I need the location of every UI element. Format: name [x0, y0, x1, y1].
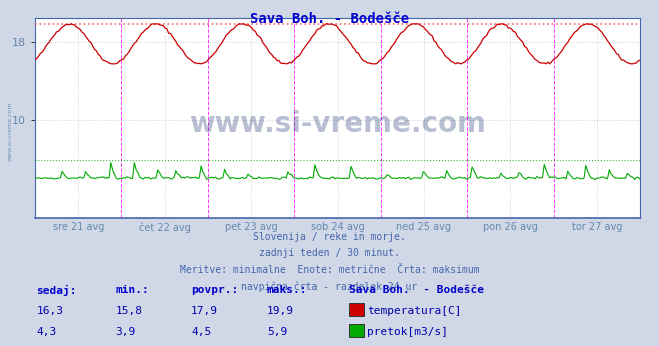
- Text: 15,8: 15,8: [115, 306, 142, 316]
- Text: 4,5: 4,5: [191, 327, 212, 337]
- Text: 3,9: 3,9: [115, 327, 136, 337]
- Text: povpr.:: povpr.:: [191, 285, 239, 295]
- Text: sedaj:: sedaj:: [36, 285, 76, 297]
- Text: pretok[m3/s]: pretok[m3/s]: [367, 327, 448, 337]
- Text: 19,9: 19,9: [267, 306, 294, 316]
- Text: Meritve: minimalne  Enote: metrične  Črta: maksimum: Meritve: minimalne Enote: metrične Črta:…: [180, 265, 479, 275]
- Text: Sava Boh. - Bodešče: Sava Boh. - Bodešče: [250, 12, 409, 26]
- Text: www.si-vreme.com: www.si-vreme.com: [8, 102, 13, 161]
- Text: www.si-vreme.com: www.si-vreme.com: [189, 110, 486, 138]
- Text: Sava Boh.  - Bodešče: Sava Boh. - Bodešče: [349, 285, 484, 295]
- Text: 5,9: 5,9: [267, 327, 287, 337]
- Text: Slovenija / reke in morje.: Slovenija / reke in morje.: [253, 232, 406, 242]
- Text: maks.:: maks.:: [267, 285, 307, 295]
- Text: 4,3: 4,3: [36, 327, 57, 337]
- Text: navpična črta - razdelek 24 ur: navpična črta - razdelek 24 ur: [241, 282, 418, 292]
- Text: 16,3: 16,3: [36, 306, 63, 316]
- Text: min.:: min.:: [115, 285, 149, 295]
- Text: temperatura[C]: temperatura[C]: [367, 306, 461, 316]
- Text: zadnji teden / 30 minut.: zadnji teden / 30 minut.: [259, 248, 400, 258]
- Text: 17,9: 17,9: [191, 306, 218, 316]
